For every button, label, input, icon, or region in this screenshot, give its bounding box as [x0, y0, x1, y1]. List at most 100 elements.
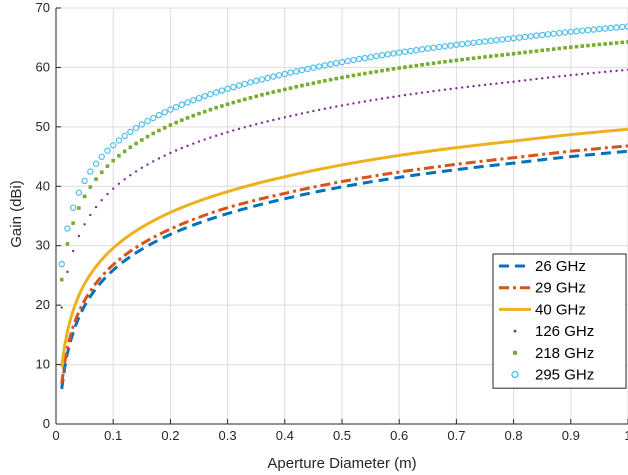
data-point: [418, 46, 426, 53]
data-point: [329, 106, 332, 109]
data-point: [266, 120, 269, 123]
data-point: [601, 25, 609, 32]
data-point: [556, 29, 563, 37]
data-point: [619, 23, 626, 31]
data-point: [607, 24, 615, 32]
data-point: [237, 99, 241, 103]
legend-label: 295 GHz: [535, 367, 594, 384]
data-point: [277, 117, 281, 120]
axes: [55, 7, 628, 425]
data-point: [138, 121, 145, 128]
data-point: [357, 101, 361, 104]
data-point: [390, 50, 397, 57]
data-point: [283, 116, 286, 119]
data-point: [167, 106, 174, 113]
data-point: [432, 89, 435, 93]
data-point: [550, 30, 557, 37]
legend-label: 126 GHz: [535, 323, 594, 340]
data-point: [375, 98, 378, 101]
data-point: [624, 23, 628, 30]
y-tick-label: 20: [36, 297, 50, 312]
data-point: [272, 118, 275, 122]
data-point: [581, 72, 584, 76]
data-point: [391, 67, 396, 71]
legend-entry: 26 GHz: [499, 258, 586, 275]
data-point: [471, 56, 476, 61]
data-point: [92, 160, 100, 167]
data-point: [151, 131, 156, 136]
legend-entry: 218 GHz: [513, 345, 594, 362]
data-point: [298, 66, 306, 74]
data-point: [89, 213, 92, 217]
x-tick-label: 1: [624, 428, 628, 443]
y-tick-label: 60: [36, 59, 50, 74]
data-point: [203, 138, 206, 141]
legend-swatch: [511, 370, 519, 379]
data-point: [208, 107, 213, 112]
data-point: [218, 87, 226, 94]
data-point: [323, 79, 327, 83]
data-point: [178, 101, 186, 108]
series-26-ghz: [60, 149, 628, 390]
data-point: [573, 28, 580, 35]
data-point: [557, 46, 562, 51]
data-point: [258, 76, 266, 83]
data-point: [111, 158, 115, 163]
data-point: [579, 27, 586, 34]
y-tick-label: 0: [43, 416, 50, 431]
data-point: [460, 57, 464, 62]
data-point: [506, 81, 510, 84]
data-point: [169, 151, 172, 155]
data-point: [493, 36, 500, 44]
data-point: [66, 270, 69, 274]
data-point: [87, 168, 94, 175]
legend-entry: 295 GHz: [511, 367, 594, 384]
x-tick-label: 0.6: [390, 428, 408, 443]
data-point: [77, 234, 81, 238]
data-point: [380, 97, 384, 100]
data-point: [437, 60, 442, 65]
y-tick-label: 50: [36, 119, 50, 134]
data-point: [94, 177, 98, 181]
y-tick-label: 40: [36, 178, 50, 193]
data-point: [288, 86, 293, 90]
data-point: [163, 154, 166, 157]
data-point: [127, 128, 134, 136]
tick-labels: 00.10.20.30.40.50.60.70.80.9101020304050…: [36, 0, 628, 443]
data-point: [75, 189, 83, 196]
data-point: [323, 107, 327, 110]
series-295-ghz: [58, 23, 628, 268]
data-point: [162, 125, 167, 130]
data-point: [361, 54, 369, 62]
data-point: [483, 83, 487, 87]
data-point: [140, 138, 144, 142]
data-point: [575, 73, 578, 76]
data-point: [157, 128, 161, 133]
series-218-ghz: [59, 40, 628, 282]
data-point: [407, 47, 414, 55]
data-point: [511, 51, 516, 56]
data-point: [584, 26, 592, 34]
data-point: [231, 100, 236, 105]
series-line: [60, 127, 628, 368]
data-point: [275, 72, 283, 79]
data-point: [214, 134, 218, 137]
data-point: [539, 31, 546, 39]
data-point: [300, 112, 304, 115]
data-point: [202, 109, 207, 114]
data-point: [300, 83, 304, 88]
data-point: [201, 92, 208, 100]
data-point: [270, 73, 277, 80]
y-axis-label: Gain (dBi): [8, 180, 25, 248]
y-tick-label: 30: [36, 238, 50, 253]
data-point: [144, 117, 151, 125]
legend-entry: 29 GHz: [499, 280, 586, 297]
data-point: [253, 77, 260, 85]
data-point: [157, 157, 161, 160]
data-point: [481, 38, 489, 45]
data-point: [597, 42, 602, 47]
data-point: [71, 249, 75, 253]
data-point: [310, 64, 317, 71]
data-point: [351, 73, 356, 78]
data-point: [287, 69, 294, 76]
